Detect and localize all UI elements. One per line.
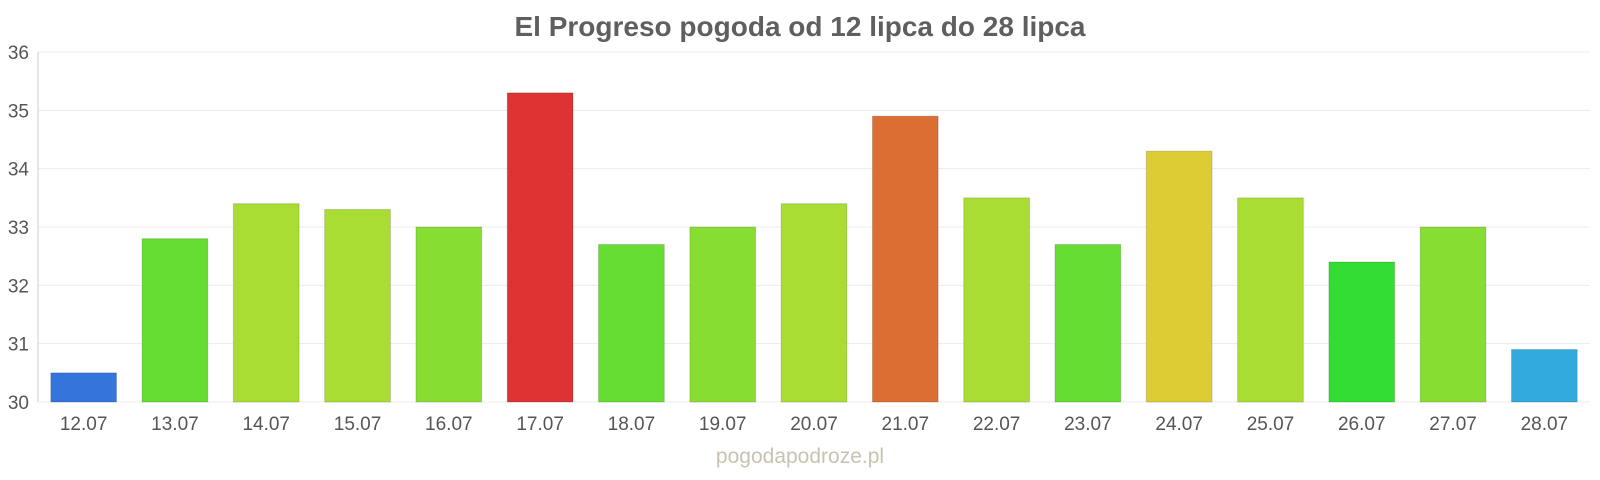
- y-tick-label: 35: [8, 101, 29, 122]
- x-tick-label: 18.07: [608, 414, 656, 435]
- bar-23.07: [1054, 244, 1122, 403]
- watermark: pogodapodroze.pl: [716, 445, 884, 468]
- x-tick-label: 26.07: [1338, 414, 1386, 435]
- bar-22.07: [963, 197, 1030, 403]
- bar-28.07: [1510, 349, 1578, 403]
- x-tick-label: 22.07: [973, 414, 1021, 435]
- x-tick-label: 13.07: [151, 414, 199, 435]
- bar-24.07: [1145, 150, 1213, 403]
- bar-18.07: [598, 244, 665, 403]
- x-tick-label: 12.07: [60, 414, 108, 435]
- bar-21.07: [871, 115, 939, 403]
- y-tick-label: 34: [8, 160, 30, 181]
- y-tick-label: 33: [8, 218, 29, 239]
- x-tick-label: 27.07: [1429, 414, 1477, 435]
- bar-20.07: [780, 203, 848, 403]
- bar-14.07: [232, 203, 300, 403]
- bar-15.07: [324, 209, 391, 403]
- bar-27.07: [1419, 226, 1487, 403]
- x-tick-label: 24.07: [1155, 414, 1203, 435]
- bar-17.07: [506, 92, 574, 403]
- bar-19.07: [689, 226, 757, 403]
- bar-16.07: [415, 226, 483, 403]
- x-tick-label: 23.07: [1064, 414, 1112, 435]
- y-axis-ticks: 30 31 32 33 34 35 36: [8, 43, 30, 414]
- bar-25.07: [1237, 197, 1304, 403]
- x-tick-label: 17.07: [516, 414, 564, 435]
- y-tick-label: 31: [8, 335, 29, 356]
- bar-26.07: [1328, 261, 1396, 403]
- y-tick-label: 36: [8, 43, 29, 64]
- bar-13.07: [141, 238, 209, 403]
- y-tick-label: 30: [8, 393, 29, 414]
- chart-title: El Progreso pogoda od 12 lipca do 28 lip…: [514, 11, 1085, 42]
- x-tick-label: 15.07: [334, 414, 382, 435]
- x-tick-label: 16.07: [425, 414, 473, 435]
- x-tick-label: 28.07: [1521, 414, 1569, 435]
- bar-12.07: [50, 372, 118, 403]
- y-tick-label: 32: [8, 276, 29, 297]
- x-axis-ticks: 12.07 13.07 14.07 15.07 16.07 17.07 18.07 19.07…: [60, 414, 1568, 435]
- x-tick-label: 25.07: [1247, 414, 1295, 435]
- x-tick-label: 21.07: [882, 414, 930, 435]
- x-tick-label: 20.07: [790, 414, 838, 435]
- x-tick-label: 19.07: [699, 414, 747, 435]
- bars: [50, 92, 1578, 403]
- x-tick-label: 14.07: [242, 414, 290, 435]
